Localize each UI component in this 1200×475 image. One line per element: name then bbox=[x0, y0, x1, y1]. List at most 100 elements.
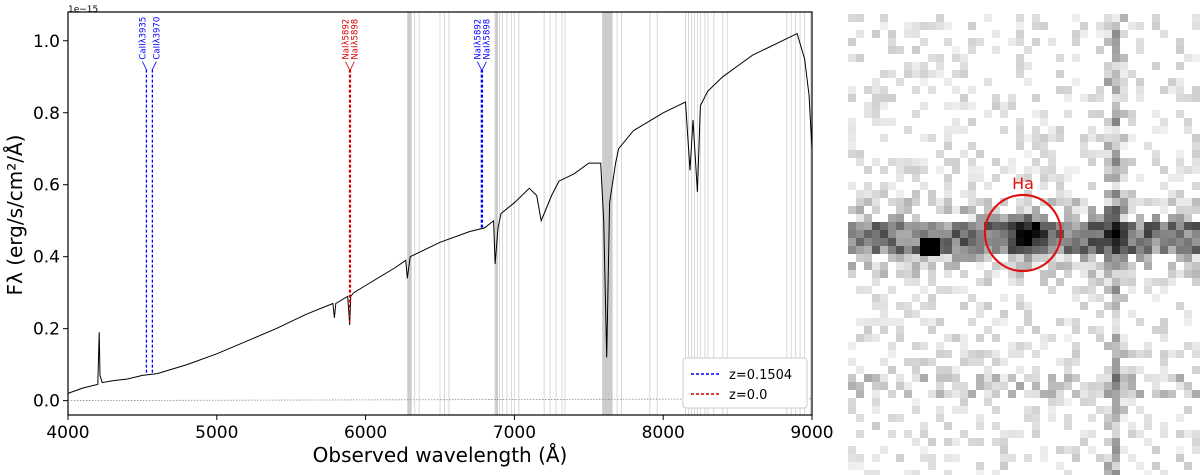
cutout-pixel bbox=[1000, 110, 1008, 118]
cutout-pixel bbox=[976, 358, 984, 366]
cutout-pixel bbox=[1120, 446, 1128, 454]
cutout-pixel bbox=[928, 190, 936, 198]
cutout-pixel bbox=[1008, 214, 1016, 222]
cutout-pixel bbox=[1128, 286, 1136, 294]
cutout-pixel bbox=[880, 262, 888, 270]
cutout-pixel bbox=[1152, 14, 1160, 22]
cutout-pixel bbox=[888, 94, 896, 102]
cutout-pixel bbox=[1184, 406, 1192, 414]
cutout-pixel bbox=[1000, 198, 1008, 206]
cutout-pixel bbox=[920, 70, 928, 78]
cutout-pixel bbox=[1112, 470, 1120, 475]
cutout-pixel bbox=[872, 422, 880, 430]
cutout-pixel bbox=[1192, 254, 1200, 262]
cutout-pixel bbox=[864, 110, 872, 118]
cutout-pixel bbox=[1048, 286, 1056, 294]
cutout-pixel bbox=[1192, 94, 1200, 102]
cutout-pixel bbox=[992, 382, 1000, 390]
cutout-pixel bbox=[984, 254, 992, 262]
cutout-pixel bbox=[904, 238, 912, 246]
cutout-pixel bbox=[1192, 14, 1200, 22]
cutout-pixel bbox=[1080, 94, 1088, 102]
cutout-pixel bbox=[904, 278, 912, 286]
cutout-pixel bbox=[1104, 462, 1112, 470]
cutout-pixel bbox=[1048, 230, 1056, 238]
cutout-pixel bbox=[944, 190, 952, 198]
cutout-pixel bbox=[1056, 254, 1064, 262]
cutout-pixel bbox=[1040, 334, 1048, 342]
line-marker-label-2-1: NaIλ5898 bbox=[482, 19, 492, 60]
cutout-pixel bbox=[1064, 238, 1072, 246]
cutout-pixel bbox=[1016, 118, 1024, 126]
cutout-pixel bbox=[1048, 390, 1056, 398]
legend-box bbox=[682, 357, 808, 409]
cutout-pixel bbox=[1096, 454, 1104, 462]
cutout-pixel bbox=[1176, 454, 1184, 462]
cutout-pixel bbox=[1040, 166, 1048, 174]
cutout-pixel bbox=[968, 254, 976, 262]
cutout-pixel bbox=[1184, 430, 1192, 438]
cutout-pixel bbox=[1080, 206, 1088, 214]
cutout-pixel bbox=[888, 286, 896, 294]
cutout-pixel bbox=[1048, 222, 1056, 230]
cutout-pixel bbox=[856, 150, 864, 158]
cutout-pixel bbox=[1152, 462, 1160, 470]
cutout-pixel bbox=[1192, 54, 1200, 62]
cutout-pixel bbox=[1104, 214, 1112, 222]
cutout-pixel bbox=[1176, 110, 1184, 118]
cutout-pixel bbox=[1112, 302, 1120, 310]
cutout-pixel bbox=[992, 30, 1000, 38]
cutout-pixel bbox=[1104, 142, 1112, 150]
cutout-pixel bbox=[912, 158, 920, 166]
cutout-pixel bbox=[1032, 38, 1040, 46]
cutout-pixel bbox=[1112, 246, 1120, 254]
cutout-pixel bbox=[960, 62, 968, 70]
cutout-pixel bbox=[976, 350, 984, 358]
cutout-pixel bbox=[1096, 214, 1104, 222]
cutout-pixel bbox=[1128, 222, 1136, 230]
cutout-pixel bbox=[888, 222, 896, 230]
cutout-pixel bbox=[1104, 206, 1112, 214]
cutout-pixel bbox=[984, 238, 992, 246]
cutout-pixel bbox=[952, 262, 960, 270]
cutout-pixel bbox=[1112, 382, 1120, 390]
cutout-pixel bbox=[1024, 342, 1032, 350]
cutout-pixel bbox=[1168, 78, 1176, 86]
cutout-pixel bbox=[1104, 366, 1112, 374]
line-marker-leader-0-0 bbox=[142, 61, 147, 70]
cutout-pixel bbox=[872, 318, 880, 326]
cutout-pixel bbox=[960, 230, 968, 238]
cutout-pixel bbox=[896, 382, 904, 390]
cutout-pixel bbox=[1024, 414, 1032, 422]
cutout-pixel bbox=[936, 350, 944, 358]
cutout-pixel bbox=[1088, 270, 1096, 278]
cutout-pixel bbox=[1104, 38, 1112, 46]
cutout-pixel bbox=[864, 166, 872, 174]
cutout-pixel bbox=[1112, 294, 1120, 302]
cutout-pixel bbox=[992, 270, 1000, 278]
cutout-pixel bbox=[896, 270, 904, 278]
cutout-pixel bbox=[848, 94, 856, 102]
cutout-pixel bbox=[896, 78, 904, 86]
cutout-pixel bbox=[1048, 150, 1056, 158]
x-tick-label-0: 4000 bbox=[46, 423, 89, 443]
cutout-pixel bbox=[1000, 454, 1008, 462]
cutout-pixel bbox=[1096, 406, 1104, 414]
cutout-pixel bbox=[1024, 454, 1032, 462]
cutout-pixel bbox=[912, 246, 920, 254]
cutout-pixel bbox=[920, 134, 928, 142]
cutout-pixel bbox=[872, 30, 880, 38]
cutout-pixel bbox=[1080, 30, 1088, 38]
cutout-pixel bbox=[848, 398, 856, 406]
cutout-pixel bbox=[1176, 38, 1184, 46]
cutout-pixel bbox=[960, 382, 968, 390]
cutout-pixel bbox=[944, 254, 952, 262]
cutout-pixel bbox=[1000, 294, 1008, 302]
cutout-pixel bbox=[1192, 222, 1200, 230]
cutout-pixel bbox=[952, 286, 960, 294]
cutout-pixel bbox=[1056, 174, 1064, 182]
cutout-pixel bbox=[1016, 214, 1024, 222]
cutout-pixel bbox=[1072, 238, 1080, 246]
cutout-pixel bbox=[904, 270, 912, 278]
cutout-pixel bbox=[968, 38, 976, 46]
